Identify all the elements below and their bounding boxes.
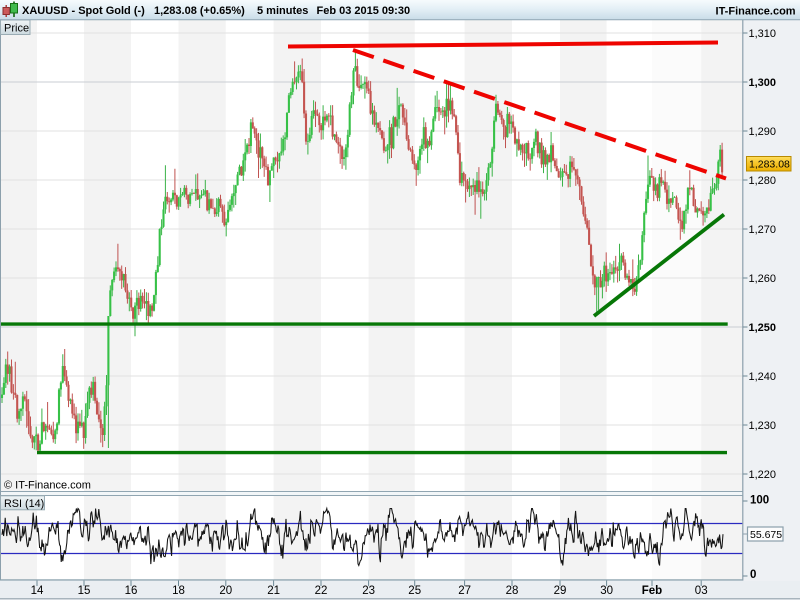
svg-text:1,250: 1,250 — [749, 322, 777, 334]
svg-text:18: 18 — [172, 585, 185, 597]
svg-text:20: 20 — [219, 585, 232, 597]
svg-text:Feb 03 2015 09:30: Feb 03 2015 09:30 — [317, 5, 411, 17]
svg-text:30: 30 — [600, 585, 613, 597]
svg-text:1,240: 1,240 — [749, 371, 777, 383]
svg-text:IT-Finance.com: IT-Finance.com — [716, 6, 796, 18]
svg-text:1,310: 1,310 — [749, 28, 777, 40]
svg-text:1,260: 1,260 — [749, 273, 777, 285]
svg-text:21: 21 — [267, 585, 280, 597]
svg-text:1,230: 1,230 — [749, 420, 777, 432]
svg-text:1,283.08: 1,283.08 — [749, 159, 790, 171]
svg-text:16: 16 — [125, 585, 138, 597]
svg-text:1,300: 1,300 — [749, 77, 777, 89]
svg-text:23: 23 — [362, 585, 375, 597]
svg-text:29: 29 — [554, 585, 567, 597]
svg-text:1,283.08 (+0.65%): 1,283.08 (+0.65%) — [154, 5, 245, 17]
svg-text:15: 15 — [78, 585, 91, 597]
svg-text:0: 0 — [750, 569, 756, 581]
svg-text:1,290: 1,290 — [749, 126, 777, 138]
svg-text:28: 28 — [506, 585, 519, 597]
svg-text:22: 22 — [315, 585, 328, 597]
svg-text:Feb: Feb — [642, 585, 662, 597]
svg-text:100: 100 — [750, 494, 769, 506]
svg-text:© IT-Finance.com: © IT-Finance.com — [4, 480, 91, 492]
svg-text:1,220: 1,220 — [749, 469, 777, 481]
svg-text:5 minutes: 5 minutes — [257, 5, 308, 17]
svg-text:1,270: 1,270 — [749, 224, 777, 236]
svg-text:55.675: 55.675 — [750, 529, 782, 541]
svg-text:RSI (14): RSI (14) — [4, 498, 44, 510]
svg-text:03: 03 — [695, 585, 708, 597]
svg-text:27: 27 — [458, 585, 471, 597]
svg-text:Price: Price — [4, 22, 29, 34]
svg-text:25: 25 — [408, 585, 421, 597]
svg-text:XAUUSD - Spot Gold (-): XAUUSD - Spot Gold (-) — [22, 5, 145, 17]
svg-text:14: 14 — [31, 585, 44, 597]
svg-text:1,280: 1,280 — [749, 175, 777, 187]
